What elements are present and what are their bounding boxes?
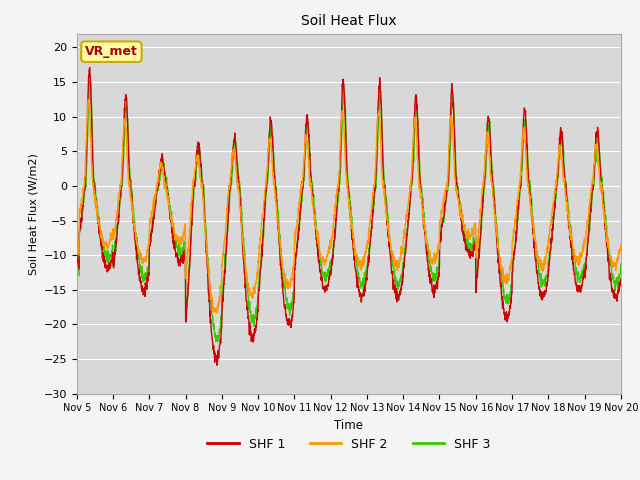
SHF 1: [584, 233, 592, 239]
SHF 2: [584, 216, 592, 222]
SHF 3: [570, 244, 577, 250]
SHF 2: [212, 310, 220, 316]
Legend: SHF 1, SHF 2, SHF 3: SHF 1, SHF 2, SHF 3: [202, 433, 495, 456]
SHF 1: [73, 252, 81, 258]
SHF 2: [508, 263, 515, 268]
Y-axis label: Soil Heat Flux (W/m2): Soil Heat Flux (W/m2): [28, 153, 38, 275]
SHF 1: [570, 259, 577, 265]
SHF 2: [225, 186, 233, 192]
SHF 1: [377, 89, 385, 95]
X-axis label: Time: Time: [334, 419, 364, 432]
SHF 3: [508, 282, 515, 288]
SHF 3: [86, 77, 93, 83]
SHF 3: [212, 339, 220, 345]
SHF 3: [225, 208, 233, 214]
SHF 1: [225, 202, 233, 208]
SHF 2: [365, 228, 372, 234]
SHF 1: [365, 260, 372, 265]
Line: SHF 1: SHF 1: [77, 68, 621, 365]
SHF 1: [508, 298, 515, 303]
SHF 2: [73, 235, 81, 240]
Line: SHF 2: SHF 2: [77, 99, 621, 313]
SHF 2: [377, 140, 385, 145]
Text: VR_met: VR_met: [85, 45, 138, 58]
SHF 2: [570, 245, 577, 251]
SHF 3: [617, 262, 625, 267]
SHF 3: [73, 242, 81, 248]
SHF 1: [86, 65, 93, 71]
SHF 2: [617, 242, 625, 248]
Line: SHF 3: SHF 3: [77, 80, 621, 342]
SHF 3: [365, 253, 372, 259]
SHF 3: [377, 95, 385, 100]
SHF 3: [584, 238, 592, 243]
SHF 2: [84, 96, 92, 102]
Title: Soil Heat Flux: Soil Heat Flux: [301, 14, 397, 28]
SHF 1: [213, 362, 221, 368]
SHF 1: [617, 276, 625, 282]
